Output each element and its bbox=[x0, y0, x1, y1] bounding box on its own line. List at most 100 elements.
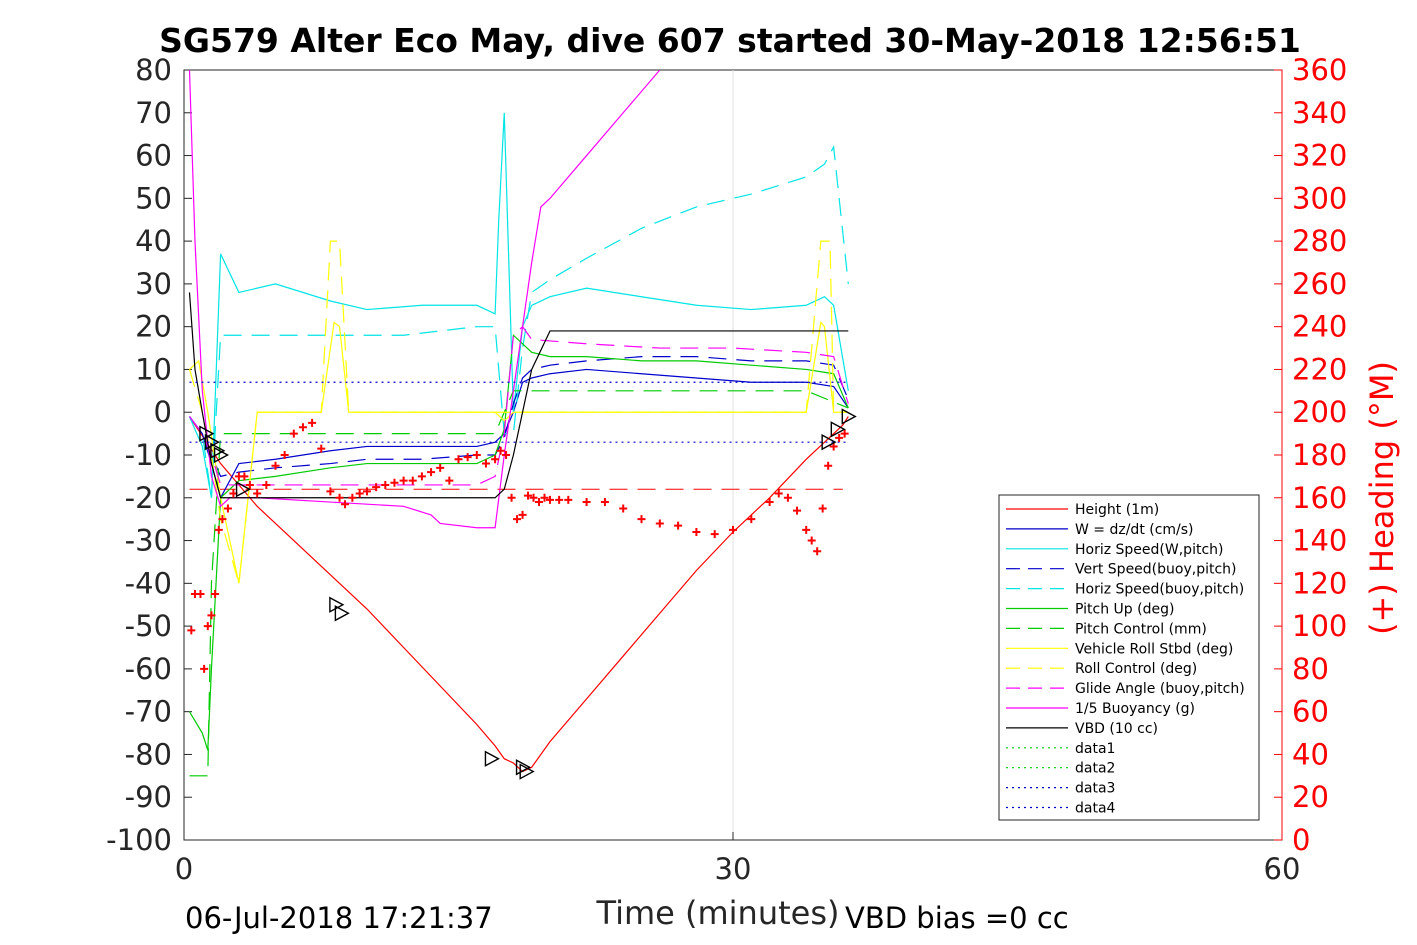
heading-point bbox=[840, 429, 849, 438]
heading-point bbox=[524, 491, 533, 500]
y2-tick-label: 160 bbox=[1292, 481, 1347, 515]
y-tick-label: 40 bbox=[135, 224, 172, 258]
heading-point bbox=[692, 528, 701, 536]
heading-point bbox=[747, 515, 756, 524]
heading-point bbox=[207, 611, 216, 620]
heading-point bbox=[240, 472, 249, 481]
heading-point bbox=[427, 468, 436, 477]
heading-point bbox=[298, 423, 307, 432]
legend-label-3: Vert Speed(buoy,pitch) bbox=[1075, 562, 1237, 578]
event-triangle bbox=[210, 442, 226, 459]
heading-point bbox=[824, 461, 833, 470]
event-triangle bbox=[519, 763, 535, 780]
heading-point bbox=[203, 622, 212, 631]
heading-point bbox=[674, 521, 683, 530]
event-triangle bbox=[204, 433, 220, 451]
heading-point bbox=[807, 536, 816, 545]
legend-label-14: data3 bbox=[1075, 781, 1115, 797]
y2-tick-label: 0 bbox=[1292, 823, 1310, 857]
heading-point bbox=[783, 493, 792, 502]
legend-label-1: W = dz/dt (cm/s) bbox=[1075, 522, 1194, 538]
heading-point bbox=[600, 498, 609, 507]
heading-point bbox=[813, 547, 822, 556]
legend-label-8: Roll Control (deg) bbox=[1075, 661, 1197, 677]
series-line-11 bbox=[188, 292, 849, 499]
y2-tick-label: 280 bbox=[1292, 224, 1347, 258]
heading-point bbox=[829, 442, 838, 451]
y2-tick-label: 20 bbox=[1292, 780, 1329, 814]
x-axis-label: Time (minutes) bbox=[596, 894, 840, 932]
event-triangle bbox=[213, 446, 230, 464]
chart-title: SG579 Alter Eco May, dive 607 started 30… bbox=[159, 21, 1301, 60]
legend-label-10: 1/5 Buoyancy (g) bbox=[1075, 701, 1195, 717]
ticks-layer: 80706050403020100-10-20-30-40-50-60-70-8… bbox=[106, 53, 1347, 886]
heading-point bbox=[472, 451, 481, 459]
event-triangle bbox=[235, 481, 252, 498]
heading-point bbox=[496, 446, 505, 455]
heading-point bbox=[381, 480, 390, 489]
y2-tick-label: 300 bbox=[1292, 181, 1347, 215]
heading-point bbox=[223, 504, 232, 513]
y-tick-label: -30 bbox=[125, 524, 172, 558]
heading-point bbox=[619, 504, 628, 513]
heading-point bbox=[348, 493, 357, 502]
heading-point bbox=[436, 463, 445, 472]
heading-point bbox=[317, 444, 326, 453]
heading-point bbox=[463, 453, 472, 462]
heading-point bbox=[280, 451, 289, 459]
y-tick-label: -90 bbox=[125, 780, 172, 814]
heading-point bbox=[200, 664, 209, 673]
legend-label-15: data4 bbox=[1075, 801, 1116, 817]
y-tick-label: 70 bbox=[135, 96, 172, 130]
series-line-8 bbox=[188, 240, 849, 584]
event-triangle bbox=[199, 425, 215, 442]
legend-label-5: Pitch Up (deg) bbox=[1075, 602, 1174, 618]
heading-point bbox=[835, 433, 844, 442]
heading-point bbox=[491, 455, 500, 464]
heading-point bbox=[518, 510, 527, 519]
series-line-6 bbox=[189, 390, 849, 777]
heading-point bbox=[271, 461, 280, 470]
heading-point bbox=[218, 515, 227, 524]
y-tick-label: -60 bbox=[125, 652, 172, 686]
legend-label-6: Pitch Control (mm) bbox=[1075, 621, 1207, 637]
heading-point bbox=[211, 590, 220, 599]
y2-tick-label: 340 bbox=[1292, 96, 1347, 130]
heading-point bbox=[529, 493, 538, 502]
heading-point bbox=[289, 429, 298, 438]
event-triangle bbox=[329, 596, 345, 613]
heading-point bbox=[481, 459, 490, 468]
heading-point bbox=[335, 493, 344, 502]
legend-label-13: data2 bbox=[1075, 761, 1115, 777]
legend-label-2: Horiz Speed(W,pitch) bbox=[1075, 542, 1223, 558]
x-tick-label: 60 bbox=[1264, 852, 1301, 886]
heading-point bbox=[326, 487, 335, 496]
x-tick-label: 0 bbox=[175, 852, 193, 886]
heading-point bbox=[308, 418, 317, 427]
series-line-9 bbox=[189, 325, 849, 486]
heading-point bbox=[245, 480, 254, 489]
y-tick-label: 60 bbox=[135, 139, 172, 173]
heading-point bbox=[408, 476, 417, 485]
heading-point bbox=[818, 504, 827, 513]
heading-point bbox=[502, 451, 511, 459]
y-tick-label: 20 bbox=[135, 310, 172, 344]
legend-label-11: VBD (10 cc) bbox=[1075, 721, 1158, 737]
heading-point bbox=[187, 626, 196, 635]
footer-timestamp: 06-Jul-2018 17:21:37 bbox=[185, 901, 493, 935]
series-line-3 bbox=[189, 356, 849, 478]
heading-point bbox=[540, 493, 549, 502]
event-triangle bbox=[484, 750, 500, 767]
legend-label-12: data1 bbox=[1075, 741, 1115, 757]
event-triangle bbox=[830, 421, 846, 438]
heading-point bbox=[774, 489, 783, 498]
y2-tick-label: 60 bbox=[1292, 695, 1329, 729]
legend-entries: Height (1m) W = dz/dt (cm/s) Horiz Speed(W… bbox=[1006, 502, 1245, 817]
legend-label-9: Glide Angle (buoy,pitch) bbox=[1075, 681, 1245, 697]
y-tick-label: -100 bbox=[106, 823, 172, 857]
heading-point bbox=[793, 506, 802, 515]
heading-point bbox=[445, 476, 454, 485]
heading-point bbox=[765, 498, 774, 507]
heading-point bbox=[507, 493, 516, 502]
